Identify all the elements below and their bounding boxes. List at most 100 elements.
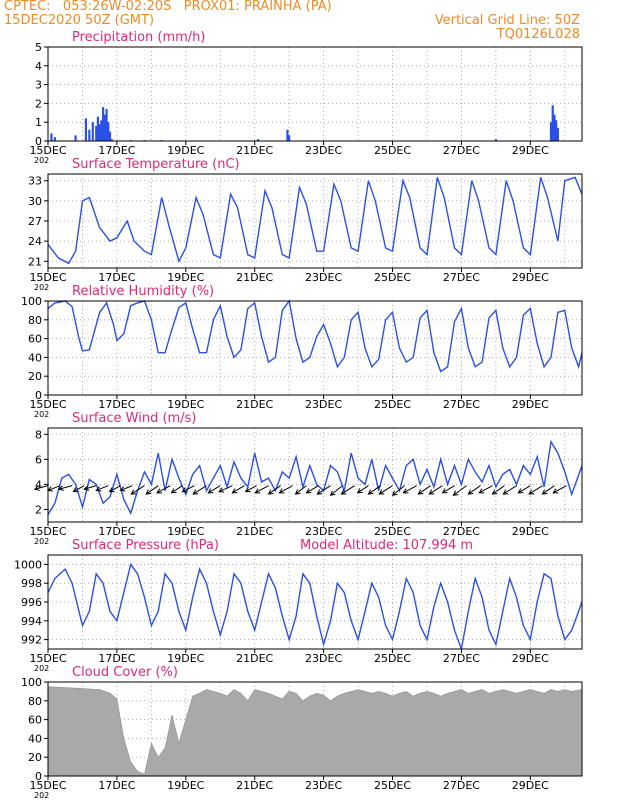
precip-bar bbox=[84, 118, 87, 141]
wind-arrow bbox=[232, 485, 245, 494]
wind-ytick-label: 2 bbox=[35, 503, 42, 516]
cloud-area bbox=[47, 686, 583, 777]
wind-arrowhead bbox=[218, 487, 225, 493]
temp-title: Surface Temperature (nC) bbox=[72, 157, 240, 172]
press-panel bbox=[44, 554, 583, 653]
wind-arrowhead bbox=[108, 487, 115, 493]
wind-arrowhead bbox=[57, 485, 64, 491]
precip-ytick-label: 5 bbox=[35, 41, 42, 54]
wind-arrowhead bbox=[528, 489, 535, 495]
wind-arrow bbox=[73, 485, 85, 493]
wind-arrow bbox=[392, 485, 405, 496]
press-ytick-label: 994 bbox=[21, 615, 42, 628]
wind-arrowhead bbox=[402, 488, 409, 494]
rh-ytick-label: 40 bbox=[28, 351, 42, 364]
press-ytick-label: 998 bbox=[21, 577, 42, 590]
wind-xtick-label: 21DEC bbox=[236, 525, 273, 538]
wind-title: Surface Wind (m/s) bbox=[72, 411, 196, 426]
cloud-panel bbox=[44, 681, 583, 780]
cloud-ytick-label: 80 bbox=[28, 695, 42, 708]
wind-arrow bbox=[528, 485, 543, 495]
wind-arrowhead bbox=[119, 486, 126, 492]
wind-arrow bbox=[518, 485, 531, 494]
precip-bar bbox=[549, 122, 553, 141]
temp-ytick-label: 27 bbox=[28, 215, 42, 228]
temp-xtick-label: 23DEC bbox=[305, 271, 342, 284]
rh-ytick-label: 100 bbox=[21, 295, 42, 308]
cloud-ytick-label: 0 bbox=[35, 770, 42, 783]
precip-year-fragment: 202 bbox=[34, 156, 49, 165]
precip-bar bbox=[107, 122, 110, 141]
rh-xtick-label: 29DEC bbox=[512, 398, 549, 411]
precip-ytick-label: 2 bbox=[35, 97, 42, 110]
rh-line bbox=[47, 299, 583, 373]
wind-arrowhead bbox=[170, 488, 177, 494]
cloud-xtick-label: 27DEC bbox=[443, 779, 480, 792]
wind-arrow bbox=[295, 485, 307, 495]
wind-arrowhead bbox=[517, 488, 524, 494]
wind-arrowhead bbox=[95, 486, 102, 492]
precip-bar bbox=[110, 139, 113, 141]
temp-xtick-label: 27DEC bbox=[443, 271, 480, 284]
wind-arrowhead bbox=[72, 487, 79, 493]
wind-xtick-label: 15DEC bbox=[29, 525, 66, 538]
temp-xtick-label: 21DEC bbox=[236, 271, 273, 284]
wind-arrowhead bbox=[207, 488, 214, 494]
wind-arrow bbox=[84, 485, 97, 490]
wind-arrowhead bbox=[356, 488, 363, 494]
precip-bar bbox=[98, 124, 101, 141]
precip-xtick-label: 23DEC bbox=[305, 144, 342, 157]
wind-ytick-label: 6 bbox=[35, 453, 42, 466]
press-xtick-label: 17DEC bbox=[98, 652, 135, 665]
cloud-frame bbox=[47, 681, 583, 777]
cloud-xtick-label: 15DEC bbox=[29, 779, 66, 792]
temp-panel bbox=[44, 173, 583, 272]
wind-arrowhead bbox=[541, 489, 548, 495]
press-xtick-label: 15DEC bbox=[29, 652, 66, 665]
precip-ytick-label: 1 bbox=[35, 116, 42, 129]
precip-bar bbox=[108, 131, 112, 141]
rh-frame bbox=[47, 300, 583, 396]
rh-xtick-label: 23DEC bbox=[305, 398, 342, 411]
wind-ytick-label: 4 bbox=[35, 478, 42, 491]
wind-arrowhead bbox=[391, 490, 398, 496]
precip-bar bbox=[103, 114, 106, 141]
precip-bar bbox=[551, 105, 554, 141]
header-line-2-left: 15DEC2020 50Z (GMT) bbox=[4, 13, 155, 28]
wind-arrowhead bbox=[156, 488, 163, 494]
wind-arrow bbox=[341, 485, 355, 495]
precip-bar bbox=[50, 133, 53, 141]
wind-arrow bbox=[130, 485, 145, 495]
wind-arrowhead bbox=[83, 485, 90, 491]
wind-arrow bbox=[109, 485, 121, 493]
wind-arrowhead bbox=[340, 489, 347, 495]
wind-arrowhead bbox=[244, 487, 251, 493]
wind-arrow bbox=[478, 485, 493, 494]
cloud-title: Cloud Cover (%) bbox=[72, 665, 178, 680]
press-ytick-label: 1000 bbox=[14, 558, 42, 571]
precip-bar bbox=[555, 120, 558, 141]
wind-arrow bbox=[330, 485, 343, 496]
temp-ytick-label: 21 bbox=[28, 255, 42, 268]
wind-arrow bbox=[429, 485, 443, 495]
wind-panel bbox=[33, 427, 583, 526]
wind-arrow bbox=[492, 485, 505, 495]
precip-bar bbox=[88, 129, 91, 141]
wind-arrow bbox=[379, 485, 393, 495]
temp-xtick-label: 17DEC bbox=[98, 271, 135, 284]
rh-xtick-label: 27DEC bbox=[443, 398, 480, 411]
temp-year-fragment: 202 bbox=[34, 283, 49, 292]
cloud-xtick-label: 25DEC bbox=[374, 779, 411, 792]
wind-xtick-label: 27DEC bbox=[443, 525, 480, 538]
wind-arrowhead bbox=[467, 489, 474, 495]
press-line bbox=[47, 562, 583, 652]
temp-ytick-label: 33 bbox=[28, 175, 42, 188]
wind-arrowhead bbox=[254, 488, 261, 494]
press-year-fragment: 202 bbox=[34, 664, 49, 673]
rh-xtick-label: 17DEC bbox=[98, 398, 135, 411]
rh-xtick-label: 15DEC bbox=[29, 398, 66, 411]
precip-bar bbox=[53, 137, 56, 141]
wind-arrowhead bbox=[378, 489, 385, 495]
precip-bar bbox=[288, 135, 291, 141]
wind-arrow bbox=[357, 485, 369, 494]
